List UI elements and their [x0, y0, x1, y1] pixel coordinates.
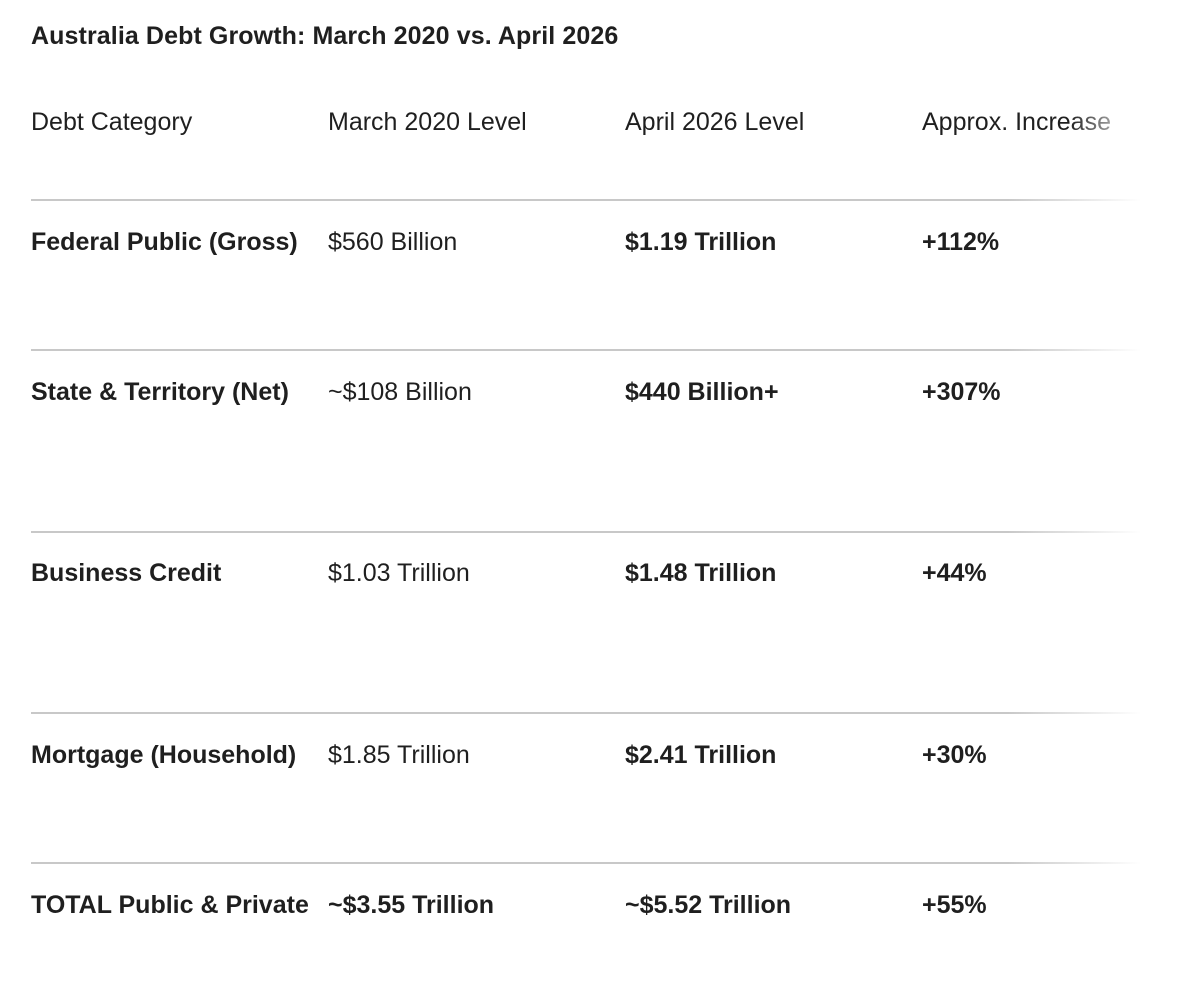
cell-increase: +307%: [922, 378, 1001, 406]
column-header-approx-increase: Approx. Increase: [922, 108, 1111, 136]
row-divider: [31, 531, 1141, 533]
cell-category: State & Territory (Net): [31, 378, 289, 406]
cell-category: Mortgage (Household): [31, 741, 297, 769]
column-header-april-2026: April 2026 Level: [625, 108, 805, 136]
row-divider: [31, 862, 1141, 864]
cell-april-2026: $440 Billion+: [625, 378, 779, 406]
cell-increase: +55%: [922, 891, 987, 919]
column-header-debt-category: Debt Category: [31, 108, 193, 136]
cell-march-2020: ~$108 Billion: [328, 378, 472, 406]
cell-april-2026: $1.48 Trillion: [625, 559, 777, 587]
cell-increase: +112%: [922, 228, 1000, 256]
cell-category: Federal Public (Gross): [31, 228, 298, 256]
row-divider: [31, 349, 1141, 351]
cell-category: Business Credit: [31, 559, 222, 587]
cell-march-2020: ~$3.55 Trillion: [328, 891, 495, 919]
page-title: Australia Debt Growth: March 2020 vs. Ap…: [31, 22, 619, 50]
cell-april-2026: $1.19 Trillion: [625, 228, 777, 256]
column-header-march-2020: March 2020 Level: [328, 108, 527, 136]
cell-category: TOTAL Public & Private: [31, 891, 309, 919]
cell-march-2020: $560 Billion: [328, 228, 458, 256]
cell-march-2020: $1.03 Trillion: [328, 559, 470, 587]
cell-increase: +44%: [922, 559, 987, 587]
cell-april-2026: ~$5.52 Trillion: [625, 891, 792, 919]
row-divider: [31, 199, 1141, 201]
row-divider: [31, 712, 1141, 714]
cell-increase: +30%: [922, 741, 987, 769]
cell-march-2020: $1.85 Trillion: [328, 741, 470, 769]
cell-april-2026: $2.41 Trillion: [625, 741, 777, 769]
